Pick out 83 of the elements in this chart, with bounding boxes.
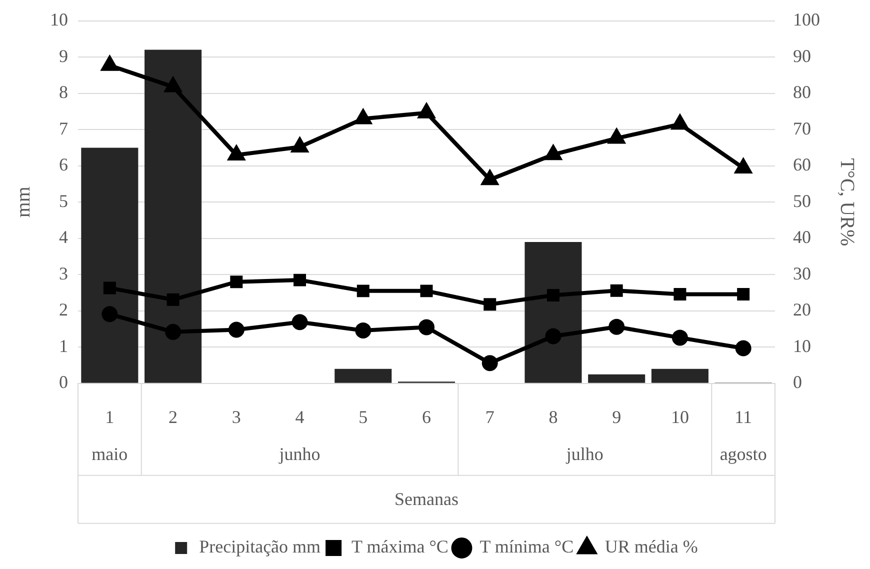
point — [672, 330, 688, 346]
point — [737, 288, 750, 300]
y-tick-label: 1 — [59, 336, 68, 356]
y-tick-label: 4 — [59, 227, 68, 248]
y-tick-label: 8 — [59, 82, 68, 102]
point — [292, 314, 308, 330]
point — [418, 104, 435, 118]
y2-tick-label: 30 — [793, 263, 811, 284]
y2-tick-label: 60 — [793, 154, 811, 175]
bar — [144, 50, 202, 383]
bar — [651, 368, 708, 383]
y-tick-label: 0 — [59, 372, 68, 392]
legend-label: Precipitação mm — [199, 536, 321, 557]
x-tick-label: 7 — [485, 406, 494, 427]
text: junho — [278, 444, 320, 464]
point — [228, 146, 244, 160]
point — [608, 318, 625, 335]
x-tick-label: 3 — [232, 406, 241, 427]
point — [482, 170, 498, 186]
point — [672, 115, 688, 130]
y-tick-label: 7 — [59, 118, 68, 138]
point — [545, 328, 562, 344]
point — [420, 284, 433, 298]
x-tick-label: 2 — [168, 406, 178, 427]
point — [164, 78, 182, 92]
point — [674, 288, 686, 300]
legend-label: T máxima °C — [352, 536, 448, 557]
y-tick-label: 3 — [59, 263, 68, 284]
point — [608, 129, 625, 144]
y2-tick-label: 10 — [793, 336, 811, 356]
y2-tick-label: 40 — [793, 227, 811, 248]
y-tick-label: 6 — [59, 154, 68, 175]
point — [102, 306, 118, 322]
y2-tick-label: 50 — [793, 190, 811, 211]
text: maio — [92, 444, 128, 464]
y-tick-label: 10 — [50, 10, 68, 30]
x-tick-label: 4 — [295, 406, 304, 427]
y-axis-title: mm — [12, 186, 34, 218]
x-tick-label: 8 — [548, 406, 558, 427]
y2-tick-label: 20 — [793, 300, 811, 320]
point — [102, 56, 118, 71]
point — [294, 274, 306, 286]
point — [228, 322, 244, 338]
y-tick-label: 9 — [59, 46, 68, 66]
bar — [334, 368, 392, 383]
point — [545, 146, 562, 160]
point — [166, 293, 180, 306]
point — [418, 319, 434, 336]
point — [356, 284, 370, 298]
text: julho — [565, 444, 604, 464]
point — [735, 159, 752, 174]
point — [482, 355, 498, 372]
y2-tick-label: 100 — [793, 10, 820, 30]
x-tick-label: 5 — [358, 406, 368, 427]
x-tick-label: 11 — [734, 406, 752, 427]
point — [610, 284, 623, 297]
y-tick-label: 2 — [59, 300, 68, 320]
y2-tick-label: 0 — [793, 372, 802, 392]
point — [292, 138, 308, 152]
legend-label: T mínima °C — [480, 536, 574, 557]
y2-tick-label: 90 — [793, 46, 811, 66]
legend-label: UR média % — [604, 536, 698, 557]
point — [484, 298, 496, 311]
y2-tick-label: 80 — [793, 82, 811, 102]
x-axis-title: Semanas — [394, 489, 458, 510]
y2-tick-label: 70 — [793, 118, 811, 138]
point — [230, 276, 243, 288]
bar — [81, 148, 138, 383]
point — [735, 340, 752, 356]
x-tick-label: 6 — [422, 406, 431, 427]
x-tick-label: 10 — [670, 406, 689, 427]
y2-axis-title: T°C, UR% — [836, 158, 858, 246]
point — [165, 324, 182, 340]
y-tick-label: 5 — [59, 190, 68, 211]
point — [546, 289, 560, 302]
text: agosto — [720, 444, 767, 464]
bar — [524, 242, 582, 383]
point — [355, 110, 372, 124]
point — [103, 282, 116, 294]
point — [355, 322, 372, 338]
x-tick-label: 1 — [105, 406, 114, 427]
bar — [588, 374, 646, 383]
x-tick-label: 9 — [612, 406, 622, 427]
